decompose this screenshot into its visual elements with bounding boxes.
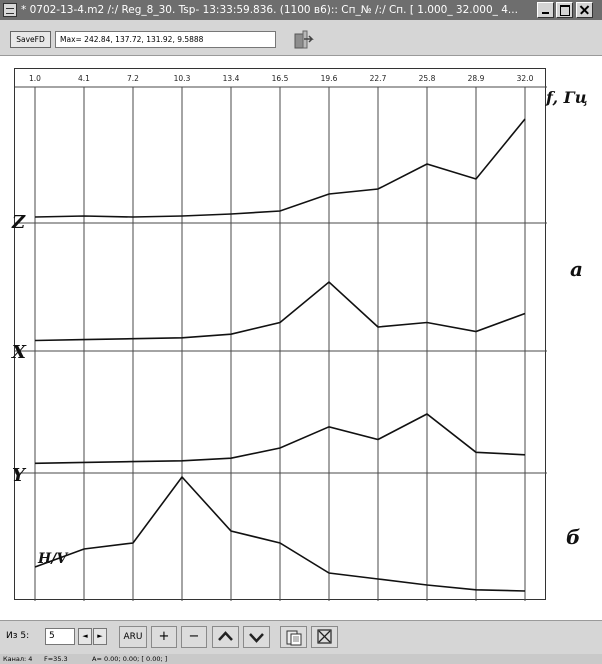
frequency-tick-label: 7.2 xyxy=(127,74,139,83)
frequency-ticks: 1.0 4.1 7.2 10.3 13.4 16.5 19.6 22.7 25.8 28.9 32.… xyxy=(29,74,534,83)
trace-label-x: X xyxy=(12,342,26,363)
status-bar: Канал: 4 F=35.3 A= 0.00; 0.00; [ 0.00; ] xyxy=(0,654,602,664)
copy-button[interactable] xyxy=(280,626,307,648)
app-icon[interactable] xyxy=(3,3,17,17)
export-icon xyxy=(294,30,314,49)
frequency-tick-label: 4.1 xyxy=(78,74,90,83)
chevron-down-icon xyxy=(249,633,264,643)
spectral-traces xyxy=(34,118,526,592)
spectrum-plot[interactable]: 1.0 4.1 7.2 10.3 13.4 16.5 19.6 22.7 25.8 28.9 32.… xyxy=(15,69,602,601)
minimize-button[interactable] xyxy=(537,2,554,18)
scroll-up-button[interactable] xyxy=(212,626,239,648)
navigation-bar: Из 5: 5 ◄ ► ARU + − xyxy=(0,620,602,654)
clipboard-icon xyxy=(286,630,302,646)
frequency-tick-label: 13.4 xyxy=(223,74,240,83)
status-frequency: F=35.3 xyxy=(44,655,68,663)
clear-button[interactable] xyxy=(311,626,338,648)
chevron-up-icon xyxy=(218,631,233,641)
zoom-out-button[interactable]: − xyxy=(181,626,207,648)
scroll-down-button[interactable] xyxy=(243,626,270,648)
page-count-label: Из 5: xyxy=(6,631,30,641)
clear-icon xyxy=(317,629,332,644)
close-button[interactable] xyxy=(576,2,593,18)
toolbar: SaveFD Max= 242.84, 137.72, 131.92, 9.58… xyxy=(0,20,602,56)
frequency-axis-label: f, Гц xyxy=(546,88,588,107)
frequency-tick-label: 16.5 xyxy=(272,74,289,83)
frequency-tick-label: 25.8 xyxy=(419,74,436,83)
grid-lines xyxy=(15,86,602,601)
prev-page-button[interactable]: ◄ xyxy=(78,628,92,645)
max-readout-field[interactable]: Max= 242.84, 137.72, 131.92, 9.5888 xyxy=(55,31,276,48)
export-button[interactable] xyxy=(288,28,316,52)
spectrum-plot-frame: 1.0 4.1 7.2 10.3 13.4 16.5 19.6 22.7 25.8 28.9 32.… xyxy=(14,68,602,601)
zoom-in-button[interactable]: + xyxy=(151,626,177,648)
title-bar: * 0702-13-4.m2 /:/ Reg_8_30. Tsp- 13:33:… xyxy=(0,0,602,20)
save-fd-button[interactable]: SaveFD xyxy=(10,31,51,48)
frequency-tick-label: 19.6 xyxy=(321,74,338,83)
frequency-tick-label: 10.3 xyxy=(174,74,191,83)
status-amplitude: A= 0.00; 0.00; [ 0.00; ] xyxy=(92,655,168,663)
page-input[interactable]: 5 xyxy=(45,628,75,645)
trace-label-hv: H/V xyxy=(38,551,68,567)
status-channel: Канал: 4 xyxy=(3,655,33,663)
trace-label-y: Y xyxy=(12,465,25,486)
window-title: * 0702-13-4.m2 /:/ Reg_8_30. Tsp- 13:33:… xyxy=(21,4,518,16)
maximize-button[interactable] xyxy=(556,2,573,18)
trace-label-z: Z xyxy=(12,212,26,233)
next-page-button[interactable]: ► xyxy=(93,628,107,645)
aru-button[interactable]: ARU xyxy=(119,626,147,648)
frequency-tick-label: 28.9 xyxy=(468,74,485,83)
frequency-tick-label: 22.7 xyxy=(370,74,387,83)
trace-z xyxy=(34,118,526,218)
panel-label-b: б xyxy=(566,525,581,549)
panel-label-a: а xyxy=(570,257,583,281)
frequency-tick-label: 32.0 xyxy=(517,74,534,83)
frequency-tick-label: 1.0 xyxy=(29,74,41,83)
trace-y xyxy=(34,413,526,465)
trace-hv xyxy=(34,475,526,592)
trace-x xyxy=(34,280,526,342)
